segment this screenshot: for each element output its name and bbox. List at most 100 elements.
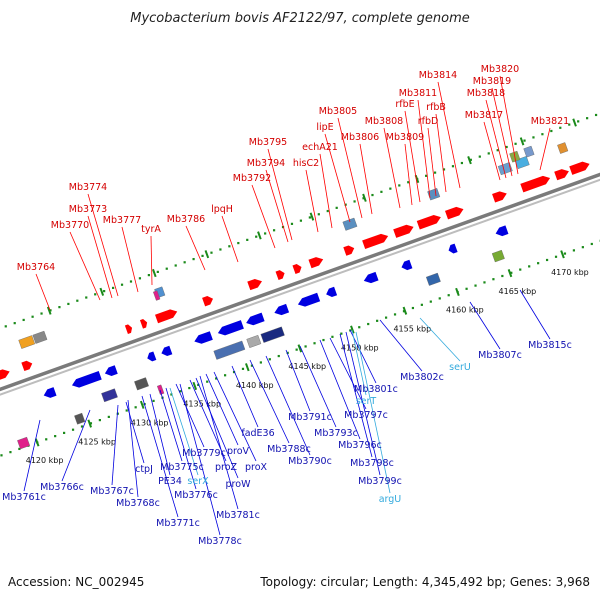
gene-label-mb3792: Mb3792 xyxy=(233,173,271,184)
gene-label-mb3808: Mb3808 xyxy=(365,116,403,127)
outer-track-dot xyxy=(120,283,124,286)
inner-track-dot xyxy=(45,438,48,441)
tick-label-4135-kbp: 4135 kbp xyxy=(183,400,221,409)
gene-label-argu: argU xyxy=(379,494,402,505)
gene-label-mb3794: Mb3794 xyxy=(247,158,285,169)
tick-label-4120-kbp: 4120 kbp xyxy=(26,456,64,465)
inner-track-dot xyxy=(54,435,57,438)
outer-track-dot xyxy=(138,277,142,280)
reverse-gene-arrow xyxy=(246,312,265,326)
leader-line xyxy=(23,419,41,492)
outer-track-dot xyxy=(317,213,320,216)
inner-track-dot xyxy=(384,316,388,319)
outer-track-dot xyxy=(541,133,544,136)
gene-label-prow: proW xyxy=(226,479,252,490)
inner-track-dot xyxy=(581,246,584,249)
leader-line xyxy=(205,373,239,446)
outer-track-dot xyxy=(407,181,410,184)
leader-line xyxy=(127,399,139,498)
feature-box xyxy=(156,384,165,395)
outer-track-dot xyxy=(568,123,571,126)
forward-gene-arrow xyxy=(155,309,178,324)
feature-box xyxy=(18,335,36,349)
gene-label-mb3797c: Mb3797c xyxy=(344,410,388,421)
feature-box xyxy=(213,340,246,360)
gene-label-mb3811: Mb3811 xyxy=(399,88,437,99)
outer-track-dot xyxy=(228,245,231,248)
tick-label-4155-kbp: 4155 kbp xyxy=(393,324,431,333)
outer-track-dot xyxy=(389,187,392,190)
forward-gene-arrow xyxy=(393,224,414,238)
gene-label-hisc2: hisC2 xyxy=(293,158,319,169)
outer-track-dot xyxy=(22,318,25,322)
inner-track-dot xyxy=(510,271,513,274)
gene-label-mb3817: Mb3817 xyxy=(465,110,503,121)
leader-line xyxy=(195,377,239,479)
inner-track-dot xyxy=(554,255,558,258)
gene-label-mb3796c: Mb3796c xyxy=(338,440,382,451)
inner-track-dot xyxy=(358,326,361,329)
feature-box xyxy=(74,412,86,425)
inner-track-dot xyxy=(179,390,182,393)
outer-track-dot xyxy=(40,312,43,315)
reverse-gene-arrow xyxy=(448,243,458,254)
leader-line xyxy=(539,127,551,171)
leader-line xyxy=(35,273,51,311)
outer-track-dot xyxy=(255,235,258,238)
leader-line xyxy=(345,331,381,476)
reverse-gene-arrow xyxy=(104,365,118,376)
major-tick xyxy=(402,306,408,315)
outer-track-dot xyxy=(362,197,365,200)
major-tick xyxy=(297,344,303,353)
inner-track-dot xyxy=(250,364,254,367)
feature-box xyxy=(497,162,513,176)
feature-box xyxy=(523,145,535,158)
gene-label-mb3819: Mb3819 xyxy=(473,76,511,87)
leader-line xyxy=(359,143,373,215)
leader-line xyxy=(125,401,145,464)
leader-line xyxy=(404,110,421,203)
gene-label-mb3801c: Mb3801c xyxy=(354,384,398,395)
outer-track-dot xyxy=(165,267,168,270)
gene-label-seru: serU xyxy=(449,362,471,373)
tick-tracks xyxy=(0,113,600,457)
leader-line xyxy=(435,113,447,193)
gene-label-mb3791c: Mb3791c xyxy=(288,412,332,423)
forward-gene-arrow xyxy=(308,257,324,269)
gene-label-mb3805: Mb3805 xyxy=(319,106,357,117)
gene-features xyxy=(0,142,590,450)
forward-gene-arrow xyxy=(124,324,133,334)
reverse-gene-arrow xyxy=(326,286,338,298)
inner-track-dot xyxy=(367,322,370,326)
accession-text: Accession: NC_002945 xyxy=(8,575,144,589)
inner-track-dot xyxy=(402,310,406,313)
outer-track-dot xyxy=(398,184,401,187)
tick-label-4165-kbp: 4165 kbp xyxy=(499,287,537,296)
inner-track-dot xyxy=(9,451,12,454)
outer-track-dot xyxy=(496,149,499,152)
feature-box xyxy=(134,377,149,391)
leader-line xyxy=(417,99,431,199)
gene-label-mb3807c: Mb3807c xyxy=(478,350,522,361)
leader-line xyxy=(265,169,289,243)
inner-track-dot xyxy=(125,409,128,412)
outer-track-dot xyxy=(13,322,16,325)
outer-track-dot xyxy=(49,309,52,312)
outer-track-dot xyxy=(559,126,562,129)
inner-track-dot xyxy=(572,249,576,252)
inner-track-dot xyxy=(313,342,316,345)
outer-track-dot xyxy=(94,293,97,296)
inner-track-dot xyxy=(304,345,307,348)
reverse-gene-arrow xyxy=(71,371,102,388)
inner-track-dot xyxy=(537,262,540,265)
inner-track-dot xyxy=(590,242,593,246)
outer-track-dot xyxy=(532,136,535,139)
gene-label-mb3764: Mb3764 xyxy=(17,262,55,273)
gene-label-lipe: lipE xyxy=(316,122,333,133)
inner-track-dot xyxy=(0,454,3,457)
gene-label-mb3775c: Mb3775c xyxy=(160,462,204,473)
gene-label-prov: proV xyxy=(227,446,250,457)
gene-label-mb3790c: Mb3790c xyxy=(288,456,332,467)
tick-label-4140-kbp: 4140 kbp xyxy=(236,381,274,390)
